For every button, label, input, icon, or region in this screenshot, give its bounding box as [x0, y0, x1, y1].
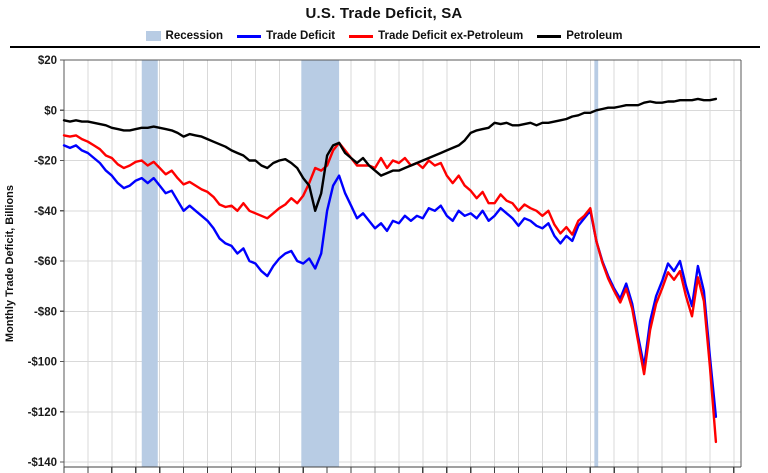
- chart-title: U.S. Trade Deficit, SA: [305, 5, 463, 22]
- legend-item-trade-deficit-ex-petroleum: Trade Deficit ex-Petroleum: [349, 30, 523, 42]
- recession-swatch: [145, 31, 161, 41]
- y-tick-label: -$120: [28, 407, 57, 419]
- series-line-petroleum: [62, 97, 718, 213]
- legend-item-trade-deficit: Trade Deficit: [237, 30, 335, 42]
- trade-deficit-ex-petroleum-line-swatch: [349, 34, 374, 38]
- y-tick-label: -$60: [34, 256, 57, 268]
- recession-band: [141, 60, 158, 467]
- recession-band: [594, 60, 599, 467]
- trade-deficit-line-swatch: [237, 34, 262, 38]
- y-tick-label: $20: [38, 55, 57, 67]
- legend-item-recession: Recession: [145, 30, 224, 42]
- legend-label: Trade Deficit: [266, 30, 336, 42]
- legend-separator-line: [10, 46, 760, 48]
- series-line-trade-deficit-ex-petroleum: [62, 134, 718, 444]
- legend-label: Trade Deficit ex-Petroleum: [378, 30, 524, 42]
- series-line-trade-deficit: [62, 144, 718, 418]
- legend-label: Petroleum: [566, 30, 623, 42]
- y-tick-label: -$80: [34, 306, 57, 318]
- legend-item-petroleum: Petroleum: [537, 30, 622, 42]
- recession-band: [301, 60, 340, 467]
- y-tick-label: -$140: [28, 457, 57, 469]
- y-tick-label: $0: [44, 105, 57, 117]
- y-tick-label: -$40: [34, 206, 57, 218]
- y-tick-label: -$20: [34, 156, 57, 168]
- chart-legend: Recession Trade Deficit Trade Deficit ex-P…: [0, 28, 768, 44]
- petroleum-line-swatch: [537, 34, 562, 38]
- legend-label: Recession: [165, 30, 224, 42]
- y-tick-label: -$100: [28, 357, 57, 369]
